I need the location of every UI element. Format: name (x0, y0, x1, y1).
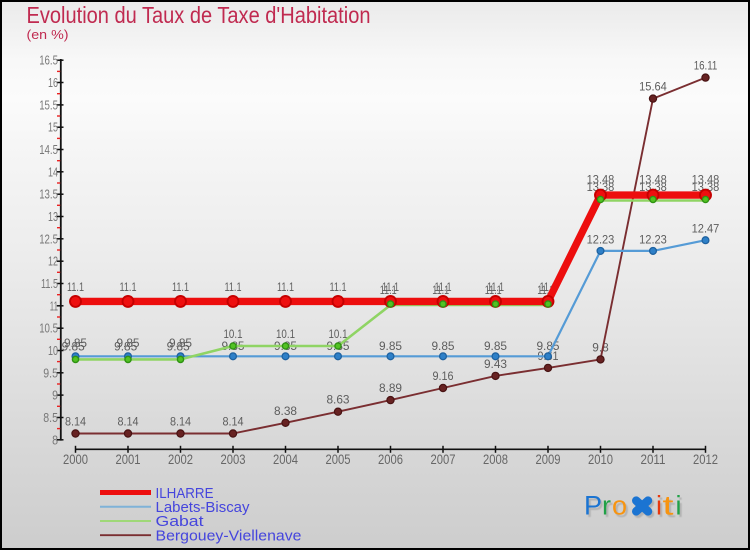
svg-text:2004: 2004 (273, 452, 298, 467)
svg-text:16: 16 (48, 75, 58, 90)
svg-text:9.5: 9.5 (43, 365, 58, 380)
svg-text:t: t (665, 493, 677, 523)
svg-text:16.5: 16.5 (39, 53, 58, 68)
svg-text:13: 13 (48, 209, 58, 224)
svg-text:Bergouey-Viellenave: Bergouey-Viellenave (156, 527, 302, 544)
svg-text:11.1: 11.1 (120, 280, 137, 294)
svg-text:9.43: 9.43 (484, 357, 507, 371)
svg-text:2007: 2007 (431, 452, 456, 467)
svg-text:2006: 2006 (378, 452, 403, 467)
svg-text:12.23: 12.23 (587, 232, 615, 246)
svg-text:8.14: 8.14 (170, 415, 191, 429)
svg-text:11.5: 11.5 (41, 276, 58, 291)
svg-text:9.85: 9.85 (379, 339, 402, 353)
svg-text:10.1: 10.1 (224, 327, 243, 341)
svg-text:2009: 2009 (536, 452, 561, 467)
svg-text:9.85: 9.85 (62, 339, 85, 353)
svg-text:P: P (584, 491, 602, 521)
svg-text:10: 10 (48, 343, 58, 358)
svg-text:9.85: 9.85 (484, 339, 507, 353)
svg-text:2012: 2012 (693, 452, 718, 467)
svg-text:14.5: 14.5 (39, 142, 58, 157)
svg-text:r: r (602, 491, 611, 521)
svg-text:16.11: 16.11 (694, 59, 718, 73)
svg-text:9.16: 9.16 (432, 369, 453, 383)
svg-text:10.1: 10.1 (276, 327, 295, 341)
svg-text:11.1: 11.1 (277, 280, 294, 294)
svg-text:11: 11 (50, 298, 58, 313)
svg-text:12.23: 12.23 (639, 232, 667, 246)
svg-text:13.38: 13.38 (639, 180, 667, 194)
svg-text:Labets-Biscay: Labets-Biscay (156, 499, 250, 516)
svg-text:(en %): (en %) (27, 27, 69, 42)
svg-text:9.85: 9.85 (169, 336, 192, 350)
svg-text:Evolution du Taux de Taxe d'Ha: Evolution du Taux de Taxe d'Habitation (27, 2, 371, 28)
svg-text:15: 15 (48, 120, 58, 135)
svg-text:2002: 2002 (168, 452, 193, 467)
svg-text:11.1: 11.1 (172, 280, 189, 294)
svg-text:13.38: 13.38 (692, 180, 720, 194)
svg-text:P: P (586, 493, 604, 523)
svg-text:i: i (676, 491, 682, 521)
svg-text:13.38: 13.38 (587, 180, 615, 194)
svg-text:i: i (678, 493, 684, 523)
svg-text:8.14: 8.14 (65, 415, 86, 429)
svg-text:11.1: 11.1 (487, 280, 504, 294)
svg-text:2005: 2005 (326, 452, 351, 467)
svg-text:8.63: 8.63 (326, 393, 349, 407)
svg-text:8.14: 8.14 (222, 415, 243, 429)
svg-text:2011: 2011 (641, 452, 666, 467)
svg-text:13.48: 13.48 (692, 172, 720, 186)
svg-text:9.85: 9.85 (167, 339, 190, 353)
svg-text:11.1: 11.1 (330, 280, 347, 294)
svg-text:9.85: 9.85 (116, 336, 139, 350)
svg-text:8: 8 (52, 432, 58, 447)
svg-text:11.1: 11.1 (225, 280, 242, 294)
svg-text:t: t (663, 491, 675, 521)
svg-text:2000: 2000 (63, 452, 88, 467)
svg-text:o: o (614, 493, 629, 523)
svg-text:14: 14 (48, 164, 58, 179)
svg-text:2003: 2003 (221, 452, 246, 467)
svg-text:r: r (604, 493, 613, 523)
svg-text:10.5: 10.5 (39, 321, 58, 336)
svg-text:ILHARRE: ILHARRE (156, 485, 214, 502)
svg-text:11.1: 11.1 (432, 283, 449, 297)
svg-text:9.85: 9.85 (64, 336, 87, 350)
svg-text:9: 9 (52, 388, 58, 403)
svg-text:12.47: 12.47 (692, 222, 720, 236)
svg-text:11.1: 11.1 (382, 280, 399, 294)
svg-text:13.48: 13.48 (639, 172, 667, 186)
svg-text:2008: 2008 (483, 452, 508, 467)
svg-text:15.64: 15.64 (639, 80, 667, 94)
svg-text:2010: 2010 (588, 452, 613, 467)
svg-text:Gabat: Gabat (156, 513, 205, 530)
svg-text:11.1: 11.1 (67, 280, 84, 294)
svg-text:15.5: 15.5 (39, 97, 58, 112)
svg-text:8.14: 8.14 (117, 415, 138, 429)
svg-text:12.5: 12.5 (39, 231, 58, 246)
svg-text:i: i (658, 493, 664, 523)
svg-text:o: o (612, 491, 627, 521)
svg-text:11.1: 11.1 (485, 283, 502, 297)
svg-text:2001: 2001 (116, 452, 141, 467)
svg-text:13.5: 13.5 (39, 187, 58, 202)
svg-text:9.85: 9.85 (431, 339, 454, 353)
svg-text:i: i (656, 491, 662, 521)
svg-text:8.38: 8.38 (274, 404, 297, 418)
svg-text:12: 12 (48, 254, 58, 269)
svg-text:10.1: 10.1 (329, 327, 348, 341)
svg-text:11.1: 11.1 (435, 280, 452, 294)
svg-text:9.8: 9.8 (592, 340, 609, 354)
svg-text:8.89: 8.89 (379, 381, 402, 395)
svg-text:11.1: 11.1 (380, 283, 397, 297)
svg-text:8.5: 8.5 (43, 410, 58, 425)
svg-text:9.85: 9.85 (114, 339, 137, 353)
svg-text:13.48: 13.48 (587, 172, 615, 186)
